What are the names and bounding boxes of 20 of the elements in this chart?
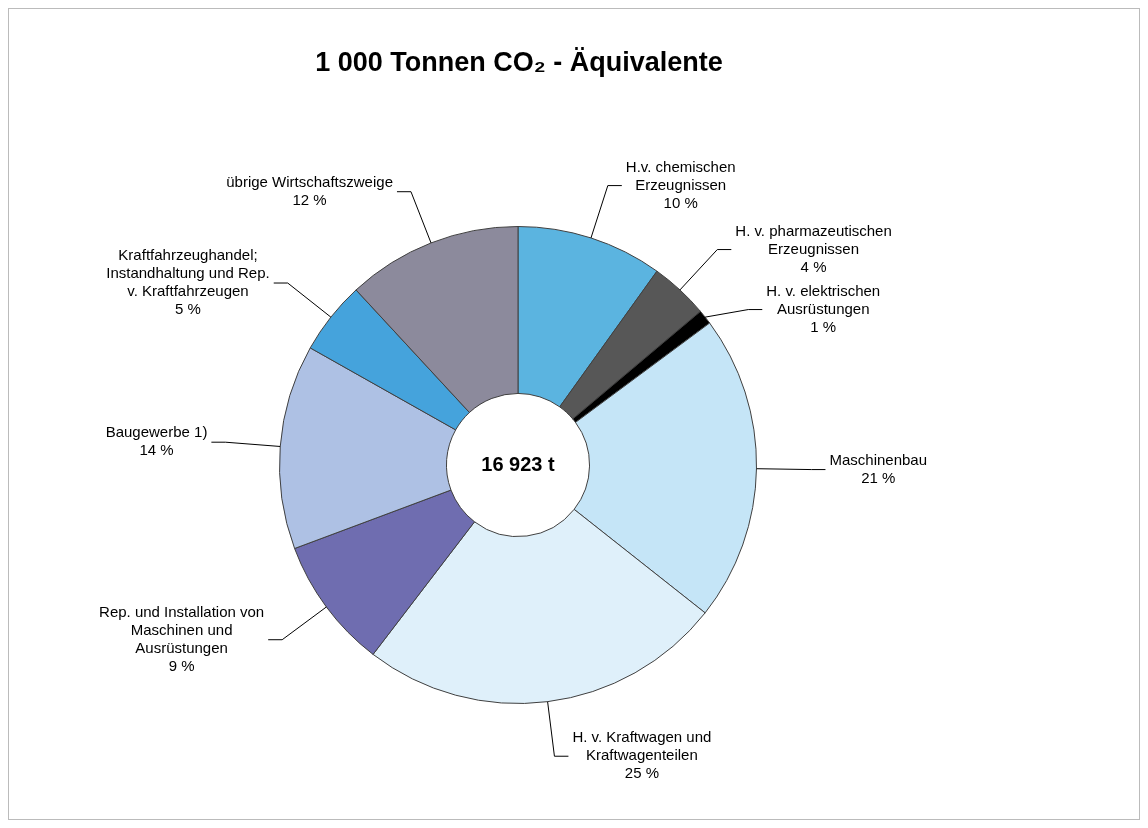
data-label: 1 % <box>810 317 837 335</box>
slice-label: Rep. und Installation von Maschinen und Ausrüstungen <box>99 602 265 656</box>
data-label: 4 % <box>800 257 827 275</box>
slice-label: H.v. chemischen Erzeugnissen <box>625 157 736 193</box>
slice-label: H. v. Kraftwagen und Kraftwagenteilen <box>572 728 712 764</box>
data-label: 10 % <box>663 193 698 211</box>
slice-label: H. v. elektrischen Ausrüstungen <box>766 281 881 317</box>
slice-label: Maschinenbau <box>829 450 928 468</box>
data-label: 9 % <box>168 656 195 674</box>
slice-label: Kraftfahrzeughandel; Instandhaltung und Rep. v. Kraftfahrzeugen <box>106 246 270 300</box>
slice-label: Baugewerbe 1) <box>105 423 208 441</box>
data-label: 12 % <box>292 190 327 208</box>
data-label: 21 % <box>861 468 896 486</box>
data-label: 25 % <box>624 764 660 782</box>
slice-label: übrige Wirtschaftszweige <box>226 172 393 190</box>
data-label: 5 % <box>175 300 201 318</box>
chart-title: 1 000 Tonnen CO₂ - Äquivalente <box>315 47 723 78</box>
slice-label: H. v. pharmazeutischen Erzeugnissen <box>735 221 892 257</box>
text: 16 923 t <box>481 452 556 475</box>
data-label: 14 % <box>139 441 174 459</box>
